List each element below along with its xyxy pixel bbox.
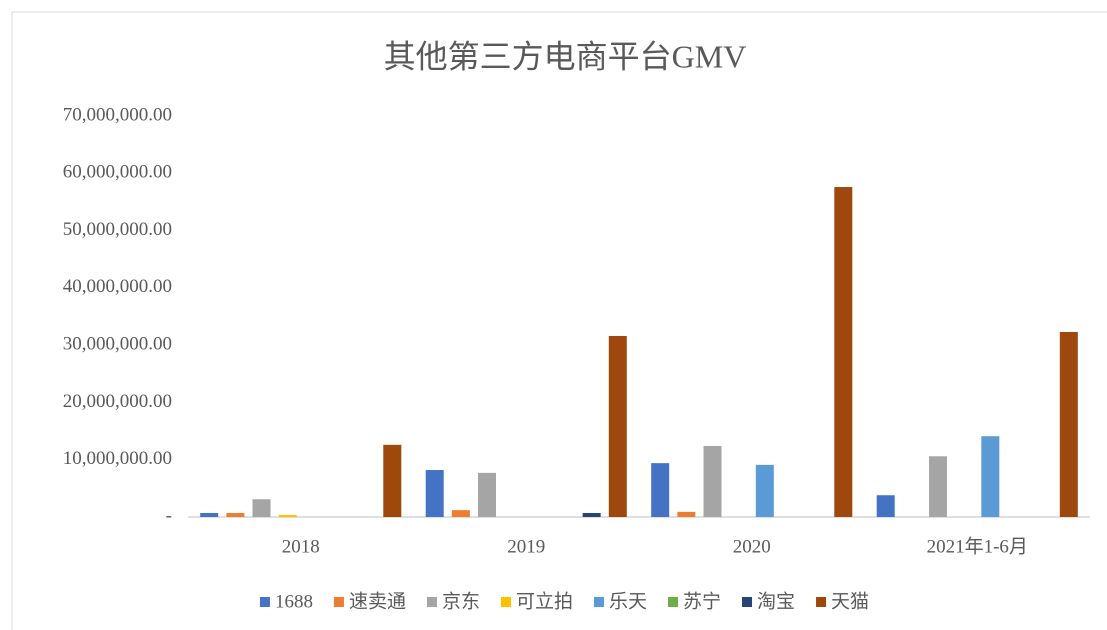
legend-label: 可立拍 [516, 590, 573, 612]
bar [425, 470, 444, 517]
x-tick-label: 2021年1-6月 [927, 535, 1028, 557]
bar [876, 495, 895, 517]
x-tick-label: 2020 [733, 536, 771, 557]
chart-border [11, 11, 1107, 630]
legend-swatch [816, 597, 827, 607]
y-tick-label: 20,000,000.00 [63, 391, 172, 412]
bar [1059, 331, 1078, 517]
bar [651, 463, 670, 517]
bar [929, 456, 948, 517]
legend-swatch [742, 597, 753, 607]
bar [582, 512, 601, 517]
bar [478, 472, 497, 517]
legend-label: 京东 [442, 590, 480, 612]
y-tick-label: 40,000,000.00 [63, 276, 172, 297]
bar [608, 335, 627, 517]
bar [252, 499, 271, 517]
x-tick-label: 2018 [282, 536, 320, 557]
bar [981, 436, 1000, 517]
legend-swatch [668, 597, 679, 607]
bar [834, 187, 853, 517]
legend-label: 速卖通 [349, 590, 406, 612]
legend-swatch [593, 597, 604, 607]
y-tick-label: 70,000,000.00 [63, 104, 172, 125]
bar [200, 512, 219, 517]
bar [677, 511, 696, 517]
y-tick-label: 10,000,000.00 [63, 448, 172, 469]
chart-title: 其他第三方电商平台GMV [384, 38, 747, 74]
bar [755, 464, 774, 517]
y-tick-label: 50,000,000.00 [63, 219, 172, 240]
legend-label: 苏宁 [683, 590, 721, 612]
legend-label: 1688 [275, 591, 313, 612]
legend-swatch [333, 597, 344, 607]
y-tick-label: 30,000,000.00 [63, 334, 172, 355]
legend-label: 乐天 [609, 590, 647, 612]
bar [278, 514, 297, 517]
legend-swatch [259, 597, 270, 607]
y-tick-label: - [166, 505, 172, 526]
legend-label: 天猫 [831, 590, 869, 612]
bar [226, 512, 245, 517]
bar [451, 510, 470, 517]
legend-swatch [426, 597, 437, 607]
bar [383, 444, 402, 517]
bar [703, 445, 722, 517]
legend-swatch [500, 597, 511, 607]
legend-label: 淘宝 [757, 590, 795, 612]
y-tick-label: 60,000,000.00 [63, 162, 172, 183]
x-tick-label: 2019 [507, 536, 545, 557]
